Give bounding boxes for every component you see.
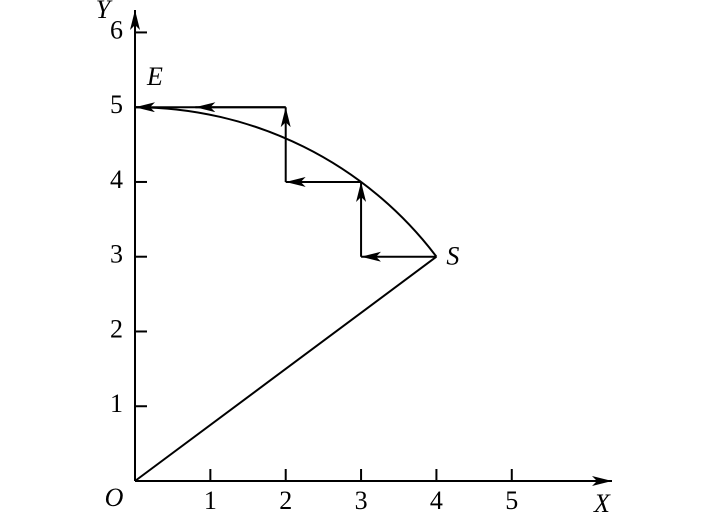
x-tick-label: 3 [355,486,368,515]
y-tick-label: 6 [110,15,123,44]
x-tick-label: 1 [204,486,217,515]
x-tick-label: 2 [279,486,292,515]
y-tick-label: 2 [110,314,123,343]
arc [134,106,438,258]
y-axis-label: Y [96,0,113,24]
x-tick-label: 5 [505,486,518,515]
x-tick-label: 4 [430,486,443,515]
y-tick-label: 5 [110,90,123,119]
y-tick-label: 3 [110,240,123,269]
origin-label: O [105,483,124,512]
chord [134,255,438,482]
y-tick-label: 1 [110,389,123,418]
end-label: E [146,62,163,91]
y-tick-label: 4 [110,165,123,194]
start-label: S [446,242,459,271]
x-axis-label: X [593,489,611,516]
